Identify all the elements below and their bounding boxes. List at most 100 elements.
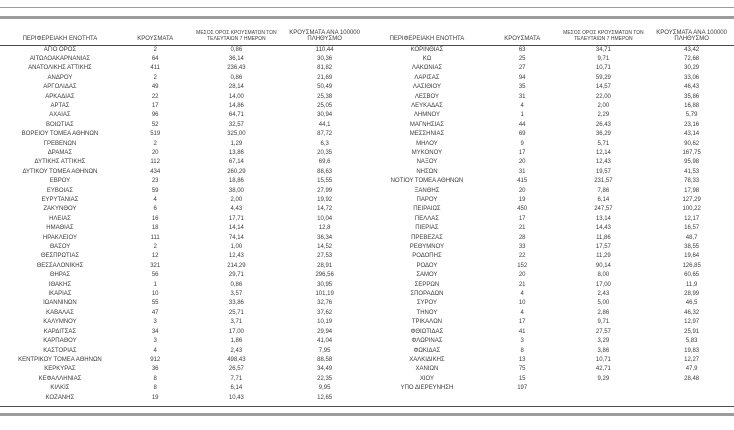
per100k-cell: 60,65: [684, 272, 700, 279]
cases-cell: 31: [518, 168, 526, 175]
cases-cell: 22: [151, 93, 159, 100]
table-row: ΠΕΛΛΑΣ 17 13,14 12,17: [367, 215, 734, 224]
avg7-cell: 11,29: [596, 253, 611, 260]
avg7-cell: 28,14: [228, 84, 244, 91]
per100k-cell: 32,76: [317, 300, 333, 307]
table-row: ΛΑΡΙΣΑΣ 94 59,29 33,06: [367, 74, 734, 83]
avg7-cell: 3,71: [230, 319, 243, 326]
per100k-cell: 69,6: [318, 159, 331, 166]
avg7-cell: 5,00: [597, 300, 610, 307]
per100k-cell: 34,49: [317, 366, 333, 373]
table-row: ΤΗΝΟΥ 4 2,86 46,32: [367, 309, 734, 318]
region-cell: ΡΟΔΟΥ: [416, 262, 438, 269]
per100k-cell: 110,44: [315, 46, 334, 53]
avg7-cell: 14,86: [228, 102, 244, 109]
cases-cell: 17: [518, 149, 526, 156]
cases-cell: 411: [150, 65, 160, 72]
table-row: ΚΟΡΙΝΘΙΑΣ 63 34,71 43,42: [367, 45, 734, 55]
table-row: ΝΟΤΙΟΥ ΤΟΜΕΑ ΑΘΗΝΩΝ 415 231,57 78,33: [367, 177, 734, 186]
table-row: ΘΕΣΠΡΩΤΙΑΣ 12 12,43 27,53: [0, 252, 367, 261]
region-cell: ΦΛΩΡΙΝΑΣ: [411, 338, 443, 345]
per100k-cell: 38,55: [684, 244, 700, 251]
region-cell: ΒΟΡΕΙΟΥ ΤΟΜΕΑ ΑΘΗΝΩΝ: [21, 131, 99, 138]
region-cell: ΘΕΣΣΑΛΟΝΙΚΗΣ: [36, 262, 84, 269]
avg7-cell: 1,29: [230, 140, 243, 147]
region-cell: ΦΘΙΩΤΙΔΑΣ: [410, 328, 444, 335]
cases-cell: 21: [518, 225, 526, 232]
avg7-cell: 12,14: [595, 149, 611, 156]
per100k-cell: 37,62: [317, 309, 333, 316]
region-cell: ΔΥΤΙΚΗΣ ΑΤΤΙΚΗΣ: [34, 159, 86, 166]
per100k-cell: 16,57: [684, 225, 700, 232]
region-cell: ΑΧΑΪΑΣ: [49, 112, 71, 119]
avg7-cell: 0,86: [230, 74, 243, 81]
column-header: ΜΕΣΟΣ ΟΡΟΣ ΚΡΟΥΣΜΑΤΩΝ ΤΩΝ ΤΕΛΕΥΤΑΙΩΝ 7 Η…: [557, 20, 650, 46]
table-row: ΑΝΔΡΟΥ 2 0,86 21,69: [0, 74, 367, 83]
cases-cell: 152: [517, 262, 528, 269]
per100k-cell: 21,69: [317, 74, 333, 81]
per100k-cell: 19,64: [684, 253, 700, 260]
per100k-cell: 78,33: [684, 178, 700, 185]
per100k-cell: 25,91: [684, 328, 700, 335]
bottom-thick-rule: [0, 413, 734, 416]
cases-cell: 12: [151, 253, 159, 260]
per100k-cell: 43,14: [684, 131, 700, 138]
avg7-cell: 325,00: [227, 131, 246, 138]
cases-cell: 6: [153, 206, 157, 213]
cases-cell: 1: [520, 112, 524, 119]
cases-cell: 17: [518, 319, 526, 326]
column-header: ΚΡΟΥΣΜΑΤΑ ΑΝΑ 100000 ΠΛΗΘΥΣΜΟ: [282, 20, 367, 46]
avg7-cell: 59,29: [595, 74, 611, 81]
table-row: ΠΙΕΡΙΑΣ 21 14,43 16,57: [367, 224, 734, 233]
table-row: ΣΥΡΟΥ 10 5,00 46,5: [367, 299, 734, 308]
region-cell: ΙΚΑΡΙΑΣ: [48, 291, 72, 298]
per100k-cell: 81,82: [317, 65, 333, 72]
region-cell: ΞΑΝΘΗΣ: [414, 187, 440, 194]
table-row: ΞΑΝΘΗΣ 20 7,86 17,98: [367, 187, 734, 196]
cases-cell: 36: [151, 366, 159, 373]
table-row: ΣΕΡΡΩΝ 21 17,00 11,9: [367, 281, 734, 290]
avg7-cell: 2,43: [597, 291, 610, 298]
cases-cell: 94: [518, 74, 526, 81]
column-header: ΜΕΣΟΣ ΟΡΟΣ ΚΡΟΥΣΜΑΤΩΝ ΤΩΝ ΤΕΛΕΥΤΑΙΩΝ 7 Η…: [190, 20, 283, 46]
table-row: ΒΟΙΩΤΙΑΣ 52 32,57 44,1: [0, 121, 367, 130]
avg7-cell: 0,86: [230, 46, 243, 53]
avg7-cell: 29,71: [228, 272, 244, 279]
region-cell: ΣΑΜΟΥ: [416, 272, 438, 279]
table-row: ΣΑΜΟΥ 20 8,00 60,65: [367, 271, 734, 280]
per100k-cell: 46,43: [684, 84, 700, 91]
per100k-cell: 15,55: [317, 178, 333, 185]
region-cell: ΑΡΤΑΣ: [50, 102, 70, 109]
per100k-cell: 41,53: [684, 168, 700, 175]
per100k-cell: 35,86: [684, 93, 700, 100]
per100k-cell: [649, 384, 734, 393]
cases-cell: 1: [153, 281, 157, 288]
cases-cell: 3: [153, 319, 157, 326]
per100k-cell: 87,72: [317, 131, 333, 138]
avg7-cell: 64,71: [228, 112, 244, 119]
region-cell: ΣΕΡΡΩΝ: [414, 281, 440, 288]
table-row: ΘΕΣΣΑΛΟΝΙΚΗΣ 321 214,29 28,91: [0, 262, 367, 271]
cases-cell: 35: [518, 84, 526, 91]
cases-cell: 28: [518, 234, 526, 241]
avg7-cell: 14,14: [228, 225, 244, 232]
cases-cell: 52: [151, 121, 159, 128]
avg7-cell: 2,43: [230, 347, 243, 354]
per100k-cell: 12,65: [317, 394, 333, 401]
avg7-cell: 1,00: [230, 244, 243, 251]
region-cell: ΒΟΙΩΤΙΑΣ: [46, 121, 74, 128]
region-cell: ΘΗΡΑΣ: [49, 272, 71, 279]
cases-cell: 8: [153, 385, 157, 392]
avg7-cell: 67,14: [228, 159, 244, 166]
per100k-cell: 28,99: [684, 291, 700, 298]
avg7-cell: 17,71: [228, 215, 244, 222]
per100k-cell: 30,95: [317, 281, 333, 288]
per100k-cell: 127,29: [682, 197, 701, 203]
avg7-cell: 3,57: [230, 291, 243, 298]
table-row: ΛΕΥΚΑΔΑΣ 4 2,00 16,88: [367, 102, 734, 111]
region-cell: ΠΑΡΟΥ: [416, 197, 438, 203]
region-cell: ΧΙΟΥ: [419, 375, 435, 382]
header-row: ΠΕΡΙΦΕΡΕΙΑΚΗ ΕΝΟΤΗΤΑ ΚΡΟΥΣΜΑΤΑ ΜΕΣΟΣ ΟΡΟΣ …: [367, 20, 734, 46]
table-row: ΙΘΑΚΗΣ 1 0,86 30,95: [0, 281, 367, 290]
table-row: ΑΙΤΩΛΟΑΚΑΡΝΑΝΙΑΣ 64 36,14 30,36: [0, 55, 367, 64]
